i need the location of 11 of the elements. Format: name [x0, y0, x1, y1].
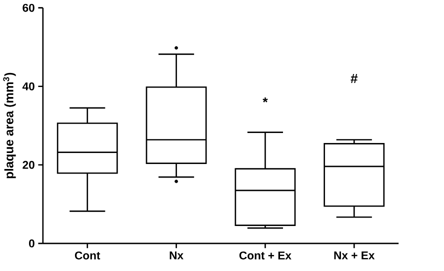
annotation: #: [350, 74, 358, 84]
x-tick-label: Nx + Ex: [334, 252, 375, 260]
y-tick-label: 40: [22, 82, 34, 90]
annotation: *: [262, 98, 268, 103]
y-tick-label: 20: [22, 160, 34, 169]
x-tick-label: Nx: [170, 252, 184, 260]
y-axis-title: plaque area (mm$^{3}$): [3, 72, 16, 178]
x-tick-label: Cont + Ex: [239, 252, 292, 260]
x-tick-label: Cont: [74, 252, 100, 260]
y-tick-label: 60: [22, 4, 34, 12]
y-tick-label: 0: [29, 240, 34, 248]
